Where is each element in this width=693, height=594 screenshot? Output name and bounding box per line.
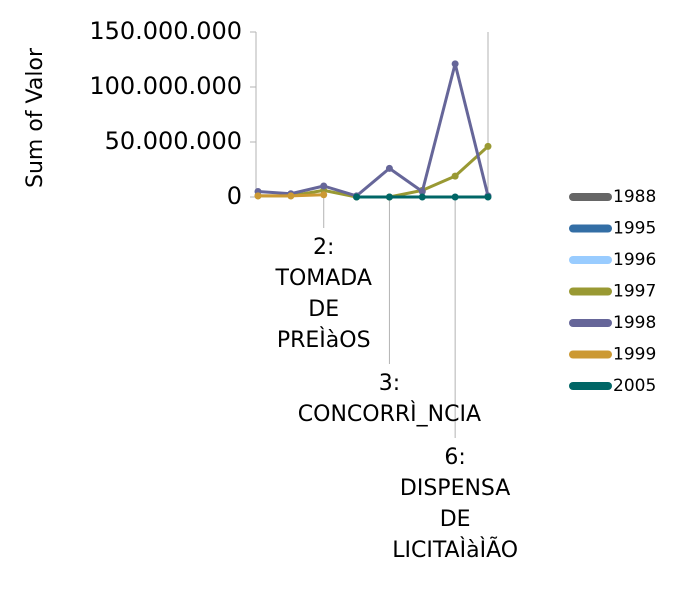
data-point [254,192,262,200]
x-tick-label: 6: DISPENSA DE LICITAÌàÌÃO [392,445,519,563]
x-tick-label: 3: CONCORRÌ_NCIA [297,371,482,427]
data-point [353,193,361,201]
series-line [258,145,490,199]
x-tick-label: 2: TOMADA DE PREÌàOS [275,235,372,353]
legend-label: 1999 [613,345,656,365]
legend-label: 1995 [613,219,656,239]
series-line [257,62,490,198]
legend-label: 2005 [613,376,656,396]
legend-label: 1997 [613,282,656,302]
legend-label: 1988 [613,187,656,207]
data-point [385,164,393,172]
data-point [484,193,492,201]
y-axis-label: Sum of Valor [23,47,48,188]
data-point [287,192,295,200]
legend-label: 1998 [613,313,656,333]
data-point [451,193,459,201]
data-point [320,191,328,199]
data-point [451,172,459,180]
data-point [418,188,426,195]
data-point [320,182,328,190]
data-point [385,193,393,201]
data-point [484,142,492,150]
data-point [451,60,459,68]
y-tick-label: 0 [227,182,242,210]
y-tick-label: 150.000.000 [89,17,242,45]
y-tick-label: 100.000.000 [89,72,242,100]
data-point [418,193,426,201]
legend-label: 1996 [613,250,656,270]
y-tick-label: 50.000.000 [105,127,242,155]
